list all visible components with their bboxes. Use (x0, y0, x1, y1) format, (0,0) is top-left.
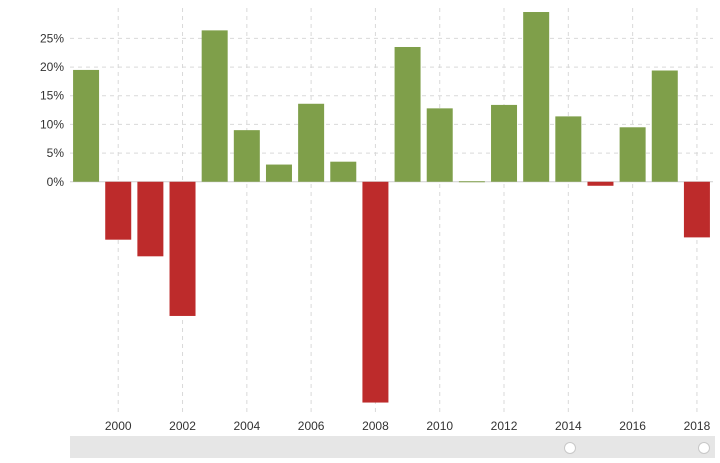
x-tick-label: 2010 (426, 419, 453, 433)
bar-2005[interactable] (265, 164, 292, 182)
x-axis-tick-labels: 2000 2002 2004 2006 2008 2010 2012 2014 2016 2018 (105, 419, 711, 433)
x-tick-label: 2002 (169, 419, 196, 433)
x-tick-label: 2016 (619, 419, 646, 433)
navigator-handle-right[interactable] (698, 442, 710, 454)
bar-2004[interactable] (233, 130, 260, 182)
x-tick-label: 2000 (105, 419, 132, 433)
x-tick-label: 2008 (362, 419, 389, 433)
grid-lines (70, 8, 713, 414)
bar-2016[interactable] (619, 127, 646, 182)
bar-2009[interactable] (394, 46, 421, 182)
bar-2010[interactable] (426, 108, 453, 182)
bar-2014[interactable] (555, 116, 582, 182)
bar-2001[interactable] (137, 181, 164, 257)
bar-2007[interactable] (330, 161, 357, 182)
y-tick-label: 5% (47, 146, 65, 160)
bar-2000[interactable] (105, 181, 132, 240)
x-tick-label: 2006 (298, 419, 325, 433)
y-tick-label: 0% (47, 175, 65, 189)
range-navigator[interactable] (70, 436, 715, 458)
bar-2018[interactable] (683, 181, 710, 238)
y-tick-label: 20% (40, 60, 64, 74)
bar-2006[interactable] (298, 103, 325, 182)
y-tick-label: 15% (40, 89, 64, 103)
bar-2002[interactable] (169, 181, 196, 316)
bar-2011[interactable] (458, 181, 485, 183)
bars (73, 12, 710, 403)
y-tick-label: 10% (40, 117, 64, 131)
y-tick-label: 25% (40, 31, 64, 45)
x-tick-label: 2012 (491, 419, 518, 433)
y-axis-tick-labels: 0% 5% 10% 15% 20% 25% (40, 31, 64, 188)
bar-2015[interactable] (587, 181, 614, 186)
bar-2012[interactable] (491, 104, 518, 182)
navigator-handle-left[interactable] (564, 442, 576, 454)
bar-2008[interactable] (362, 181, 389, 403)
bar-2017[interactable] (651, 70, 678, 182)
x-tick-label: 2018 (684, 419, 711, 433)
x-tick-label: 2004 (233, 419, 260, 433)
x-tick-label: 2014 (555, 419, 582, 433)
bar-1999[interactable] (73, 69, 100, 182)
bar-2003[interactable] (201, 30, 228, 182)
bar-2013[interactable] (523, 12, 550, 182)
